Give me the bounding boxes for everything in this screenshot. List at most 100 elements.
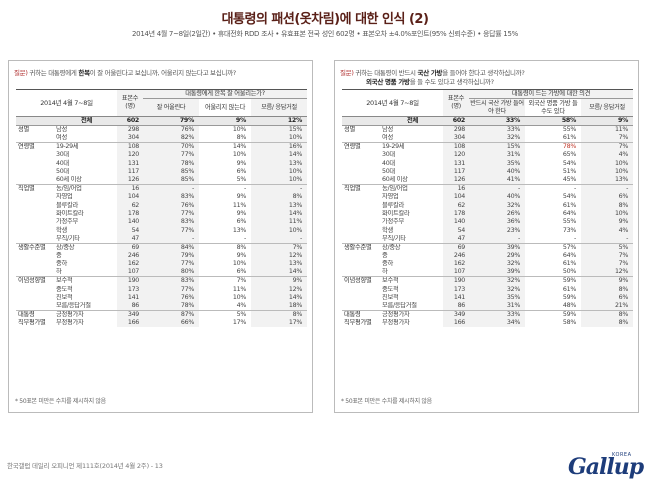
group-label bbox=[16, 168, 54, 176]
logo-wordmark: Gallup bbox=[568, 454, 644, 480]
table-row: 하 107 80% 6% 14% bbox=[16, 268, 308, 277]
percent-cell: - bbox=[581, 184, 634, 194]
subgroup-label: 중 bbox=[56, 251, 62, 259]
sample-size-cell: 16 bbox=[443, 184, 470, 194]
subgroup-label: 화이트칼라 bbox=[56, 209, 84, 217]
percent-cell: 61% bbox=[562, 285, 577, 293]
sample-size-cell: 131 bbox=[443, 159, 470, 168]
sample-size-cell: 349 bbox=[117, 310, 144, 320]
subgroup-label: 여성 bbox=[56, 134, 67, 141]
percent-cell: 35% bbox=[469, 159, 526, 168]
sample-size-cell: 47 bbox=[443, 234, 470, 244]
table-row: 연령별 19-29세 108 70% 14% 16% bbox=[16, 142, 308, 151]
table-row: 60세 이상 126 85% 5% 10% bbox=[16, 176, 308, 185]
column-header-domestic: 반드시 국산 가방 들어야 한다 bbox=[469, 98, 526, 117]
subgroup-label: 40대 bbox=[382, 159, 395, 167]
date-header: 2014년 4월 7~8일 bbox=[342, 89, 444, 117]
percent-cell: 10% bbox=[581, 159, 634, 168]
percent-cell: 77% bbox=[143, 285, 200, 294]
subgroup-label: 중하 bbox=[382, 260, 393, 268]
bag-panel: 질문) 귀하는 대통령이 반드시 국산 가방을 들어야 한다고 생각하십니까? … bbox=[334, 60, 639, 413]
sample-size-cell: 47 bbox=[117, 234, 144, 244]
column-header-fits: 잘 어울린다 bbox=[143, 98, 200, 117]
sample-size-cell: 162 bbox=[117, 260, 144, 269]
percent-cell: 13% bbox=[251, 159, 308, 168]
percent-cell: 9% bbox=[199, 116, 252, 126]
subgroup-label: 중도적 bbox=[382, 285, 399, 293]
table-row: 대통령 긍정평가자 349 87% 5% 8% bbox=[16, 310, 308, 320]
question-emphasis: 국산 가방 bbox=[417, 69, 443, 77]
percent-cell: 31% bbox=[469, 302, 526, 311]
percent-cell: 10% bbox=[199, 125, 252, 134]
percent-cell: 10% bbox=[251, 176, 308, 185]
sample-size-cell: 349 bbox=[443, 310, 470, 320]
group-label: 연령별 bbox=[16, 142, 54, 151]
table-row: 생활수준별 상/중상 69 39% 57% 5% bbox=[342, 242, 634, 252]
percent-cell: 35% bbox=[469, 293, 526, 303]
subgroup-label: 60세 이상 bbox=[56, 176, 82, 184]
sample-size-cell: 117 bbox=[443, 167, 470, 177]
question-post: 이 잘 어울린다고 보십니까, 어울리지 않는다고 보십니까? bbox=[89, 69, 236, 77]
percent-cell: 7% bbox=[199, 276, 252, 286]
percent-cell: 48% bbox=[562, 302, 577, 310]
subgroup-label: 19-29세 bbox=[380, 142, 444, 151]
group-label bbox=[16, 218, 54, 226]
percent-cell: 11% bbox=[581, 125, 634, 134]
percent-cell: 7% bbox=[581, 260, 634, 269]
group-label bbox=[342, 260, 380, 268]
percent-cell: 12% bbox=[581, 268, 634, 277]
table-row: 학생 54 77% 13% 10% bbox=[16, 226, 308, 235]
percent-cell: 4% bbox=[581, 151, 634, 160]
subgroup-label: 50대 bbox=[382, 167, 395, 175]
table-row: 60세 이상 126 41% 45% 13% bbox=[342, 176, 634, 185]
sample-size-cell: 108 bbox=[117, 142, 144, 151]
subgroup-label: 상/중상 bbox=[380, 242, 444, 252]
sample-size-cell: 16 bbox=[117, 184, 144, 194]
group-label: 연령별 bbox=[342, 142, 380, 151]
survey-method-line: 2014년 4월 7~8일(2일간) • 휴대전화 RDD 조사 • 유효표본 … bbox=[132, 30, 518, 38]
subgroup-label: 화이트칼라 bbox=[382, 209, 410, 217]
column-header-not-fits: 어울리지 않는다 bbox=[199, 98, 252, 117]
table-row: 30대 120 77% 10% 14% bbox=[16, 151, 308, 160]
percent-cell: 59% bbox=[525, 310, 582, 320]
percent-cell: 64% bbox=[562, 209, 577, 217]
percent-cell: 9% bbox=[581, 218, 634, 227]
group-label bbox=[342, 218, 380, 226]
percent-cell: 77% bbox=[143, 226, 200, 235]
sample-size-cell: 104 bbox=[443, 193, 470, 202]
subgroup-label: 남성 bbox=[54, 125, 118, 134]
percent-cell: - bbox=[469, 234, 526, 244]
percent-cell: 8% bbox=[581, 201, 634, 210]
table-row: 자영업 104 40% 54% 6% bbox=[342, 193, 634, 202]
group-label bbox=[16, 285, 54, 293]
group-label bbox=[342, 151, 380, 159]
percent-cell: - bbox=[143, 234, 200, 244]
table-row: 연령별 19-29세 108 15% 78% 7% bbox=[342, 142, 634, 151]
group-label bbox=[16, 302, 54, 311]
percent-cell: 11% bbox=[251, 218, 308, 227]
subgroup-label: 부정평가자 bbox=[382, 319, 410, 327]
table-row: 중 246 29% 64% 7% bbox=[342, 251, 634, 261]
question-label: 질문) bbox=[14, 69, 28, 77]
sample-size-header: 표본수 (명) bbox=[443, 89, 470, 117]
footnote: * 50표본 미만은 수치를 제시하지 않음 bbox=[341, 398, 432, 405]
group-label bbox=[342, 134, 380, 143]
percent-cell: 32% bbox=[469, 201, 526, 210]
column-header-dontknow: 모름/ 응답거절 bbox=[251, 98, 308, 117]
table-row: 중하 162 77% 10% 13% bbox=[16, 260, 308, 269]
percent-cell: 14% bbox=[251, 293, 308, 303]
sample-size-cell: 120 bbox=[443, 151, 470, 160]
percent-cell: 59% bbox=[525, 276, 582, 286]
group-label: 대통령 bbox=[16, 310, 54, 320]
percent-cell: 16% bbox=[251, 142, 308, 151]
subgroup-label: 자영업 bbox=[382, 193, 399, 201]
subgroup-label: 하 bbox=[56, 268, 62, 276]
percent-cell: - bbox=[581, 234, 634, 244]
subgroup-label: 무직/기타 bbox=[56, 234, 80, 242]
sample-size-cell: 54 bbox=[443, 226, 470, 235]
table-row: 중 246 79% 9% 12% bbox=[16, 251, 308, 261]
percent-cell: 11% bbox=[232, 285, 247, 293]
percent-cell: 77% bbox=[143, 260, 200, 269]
percent-cell: 32% bbox=[469, 276, 526, 286]
sample-size-cell: 120 bbox=[117, 151, 144, 160]
